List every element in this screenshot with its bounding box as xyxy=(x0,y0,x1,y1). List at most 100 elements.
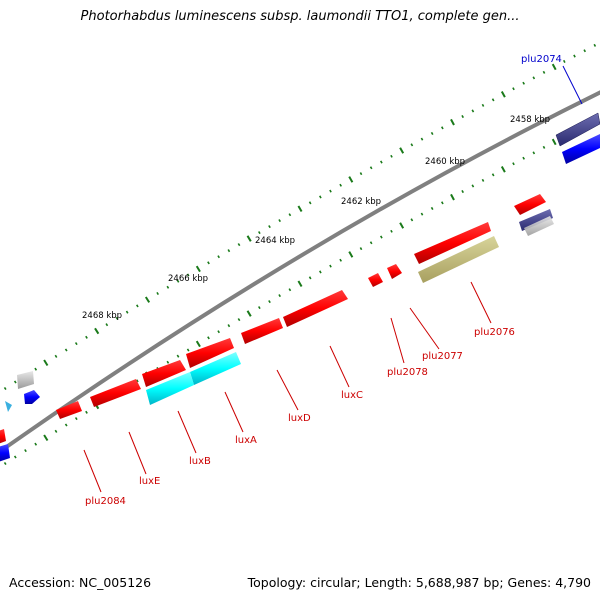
gene-luxD-forward[interactable] xyxy=(241,318,283,344)
gene-luxA-forward[interactable] xyxy=(186,338,234,368)
inner-minor-tick xyxy=(34,442,38,446)
gene-label-luxD[interactable]: luxD xyxy=(288,413,311,424)
gene-navy-small[interactable] xyxy=(519,209,553,231)
gene-luxB-reverse[interactable] xyxy=(146,372,194,405)
inner-minor-tick xyxy=(339,258,342,262)
ruler-track xyxy=(3,43,597,391)
inner-major-tick xyxy=(348,251,354,258)
ruler-label-2464: 2464 kbp xyxy=(255,236,295,246)
inner-minor-tick xyxy=(369,241,373,245)
forward-strand-genes xyxy=(0,112,600,444)
ruler-minor-tick xyxy=(207,261,210,265)
ruler-minor-tick xyxy=(390,154,393,158)
ruler-major-tick xyxy=(348,176,354,183)
inner-minor-tick xyxy=(522,156,525,160)
ruler-minor-tick xyxy=(461,115,464,119)
inner-minor-tick xyxy=(471,184,475,188)
gene-gray-small-right[interactable] xyxy=(524,216,554,236)
genome-stats-text: Topology: circular; Length: 5,688,987 bp… xyxy=(247,575,591,590)
inner-minor-tick xyxy=(512,162,515,166)
label-leaders xyxy=(83,65,583,493)
gene-cyan-arrow-left[interactable] xyxy=(5,401,12,412)
inner-minor-tick xyxy=(380,235,383,239)
inner-minor-tick xyxy=(430,206,434,210)
ruler-minor-tick xyxy=(227,249,231,253)
inner-minor-tick xyxy=(3,461,7,466)
inner-minor-tick xyxy=(481,178,485,182)
inner-major-tick xyxy=(246,310,252,317)
inner-minor-tick xyxy=(24,449,27,453)
ruler-major-tick xyxy=(500,91,506,98)
ruler-minor-tick xyxy=(562,59,566,63)
gene-label-plu2084[interactable]: plu2084 xyxy=(85,496,126,507)
inner-minor-tick xyxy=(237,318,241,322)
gene-plu2074-forward[interactable] xyxy=(555,112,600,147)
gene-small-red-left[interactable] xyxy=(0,429,6,444)
inner-minor-tick xyxy=(166,360,170,364)
inner-major-tick xyxy=(450,193,455,201)
gene-gray-left[interactable] xyxy=(17,371,34,389)
ruler-minor-tick xyxy=(329,189,332,193)
gene-plu2076-reverse[interactable] xyxy=(418,236,499,283)
ruler-minor-tick xyxy=(583,49,587,53)
gene-luxB-forward[interactable] xyxy=(142,360,186,387)
ruler-minor-tick xyxy=(186,273,190,277)
ruler-minor-tick xyxy=(176,279,180,283)
gene-label-luxC[interactable]: luxC xyxy=(341,390,363,401)
gene-plu2074-reverse[interactable] xyxy=(562,134,600,164)
gene-label-luxE[interactable]: luxE xyxy=(139,476,160,487)
ruler-minor-tick xyxy=(380,160,383,164)
gene-plu2084-forward[interactable] xyxy=(56,401,82,419)
ruler-minor-tick xyxy=(278,219,281,223)
ruler-minor-tick xyxy=(359,172,363,176)
gene-label-plu2076[interactable]: plu2076 xyxy=(474,327,515,338)
inner-minor-tick xyxy=(54,429,58,433)
gene-label-luxB[interactable]: luxB xyxy=(189,456,211,467)
inner-minor-tick xyxy=(319,270,322,274)
gene-label-luxA[interactable]: luxA xyxy=(235,435,257,446)
ruler-minor-tick xyxy=(369,166,373,170)
ruler-minor-tick xyxy=(166,285,170,289)
inner-major-tick xyxy=(551,138,557,146)
ruler-minor-tick xyxy=(339,183,342,187)
ruler-minor-tick xyxy=(308,201,312,205)
ruler-major-tick xyxy=(450,118,455,126)
inner-minor-tick xyxy=(278,294,281,298)
ruler-major-tick xyxy=(246,235,252,242)
ruler-label-2466: 2466 kbp xyxy=(168,274,208,284)
ruler-minor-tick xyxy=(54,354,58,358)
gene-label-plu2078[interactable]: plu2078 xyxy=(387,367,428,378)
gene-plu2076b-forward[interactable] xyxy=(414,222,491,264)
ruler-minor-tick xyxy=(593,43,597,47)
inner-major-tick xyxy=(195,340,201,348)
ruler-minor-tick xyxy=(491,98,495,102)
gene-plu2077-forward[interactable] xyxy=(387,264,402,279)
ruler-minor-tick xyxy=(410,143,414,147)
gene-plu2076-forward[interactable] xyxy=(514,194,546,215)
inner-minor-tick xyxy=(359,247,363,251)
gene-blue-edge-left[interactable] xyxy=(0,444,10,462)
ruler-minor-tick xyxy=(156,291,159,296)
ruler-minor-tick xyxy=(237,243,241,247)
ruler-major-tick xyxy=(195,265,201,273)
inner-minor-tick xyxy=(441,201,444,205)
gene-blue-left[interactable] xyxy=(24,390,40,404)
ruler-minor-tick xyxy=(471,109,475,113)
ruler-major-tick xyxy=(551,63,557,71)
ruler-major-tick xyxy=(144,296,151,303)
gene-plu2078-forward[interactable] xyxy=(368,273,383,287)
ruler-minor-tick xyxy=(481,103,485,107)
ruler-minor-tick xyxy=(217,255,220,259)
gene-luxC-forward[interactable] xyxy=(283,290,348,327)
inner-minor-tick xyxy=(258,306,261,310)
gene-luxA-reverse[interactable] xyxy=(190,352,241,385)
genome-backbone xyxy=(0,90,600,454)
inner-minor-tick xyxy=(176,354,180,358)
gene-label-plu2074[interactable]: plu2074 xyxy=(521,54,562,65)
ruler-major-tick xyxy=(399,147,405,154)
gene-label-plu2077[interactable]: plu2077 xyxy=(422,351,463,362)
inner-minor-tick xyxy=(217,330,220,334)
ruler-label-2458: 2458 kbp xyxy=(510,115,550,125)
gene-luxE-forward[interactable] xyxy=(90,379,141,407)
reverse-strand-genes xyxy=(0,134,600,462)
